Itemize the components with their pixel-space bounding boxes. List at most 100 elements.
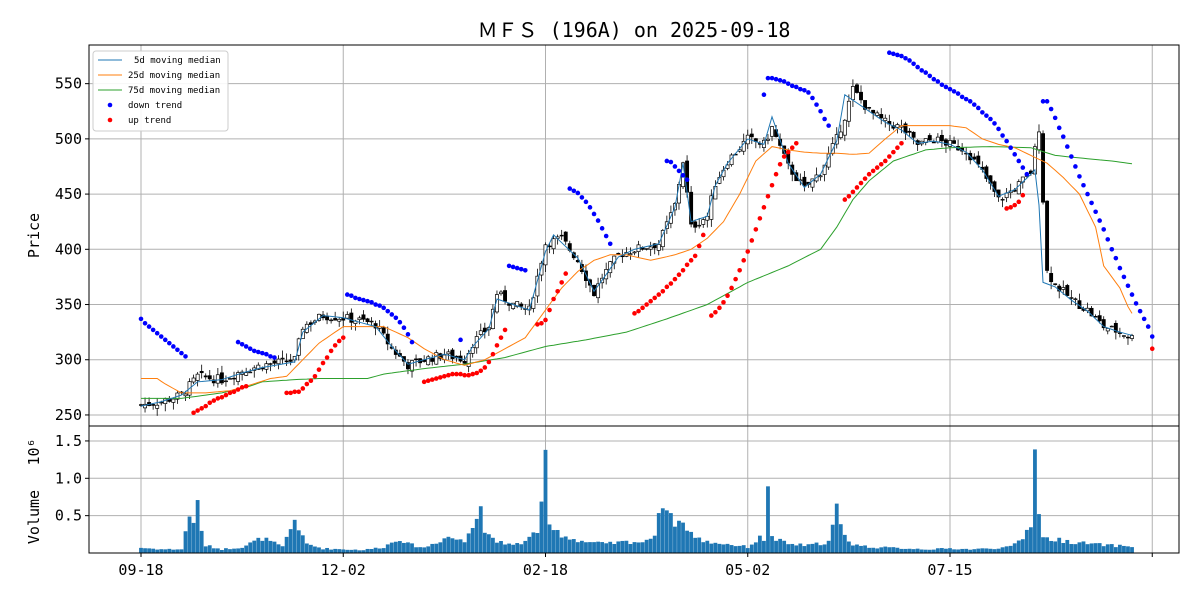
volume-bar [329, 549, 334, 553]
down-trend-marker [777, 78, 783, 83]
down-trend-marker [967, 99, 973, 104]
legend-label-down: down trend [128, 101, 182, 111]
candle-body-up [543, 244, 548, 266]
down-trend-marker [357, 296, 362, 302]
down-trend-marker [935, 79, 941, 84]
down-trend-marker [235, 339, 241, 345]
candle-body-down [232, 377, 236, 380]
volume-bar [175, 549, 180, 553]
volume-bar [163, 549, 168, 553]
volume-bar [948, 548, 952, 553]
volume-bar [604, 543, 609, 553]
down-trend-marker [1125, 283, 1131, 289]
volume-bar [790, 543, 795, 553]
volume-bar [539, 501, 544, 553]
candle-body-up [292, 356, 297, 361]
volume-bar [1053, 541, 1058, 553]
up-trend-marker [660, 288, 666, 294]
down-trend-marker [963, 96, 969, 102]
volume-bar [1069, 544, 1074, 553]
down-trend-marker [518, 266, 524, 272]
up-trend-marker [688, 258, 694, 263]
down-trend-marker [1044, 99, 1050, 104]
down-trend-marker [591, 211, 597, 217]
volume-bar [846, 541, 851, 553]
volume-bar [389, 542, 394, 553]
up-trend-marker [866, 171, 872, 177]
candle-body-up [195, 373, 200, 381]
volume-bar [1012, 543, 1017, 553]
volume-bar [272, 541, 277, 553]
up-trend-marker [235, 387, 241, 392]
down-trend-marker [353, 295, 358, 301]
volume-bar [308, 544, 313, 553]
down-trend-marker [802, 87, 807, 93]
volume-bar [167, 548, 172, 553]
volume-bar [491, 537, 495, 553]
up-trend-marker [223, 392, 229, 398]
volume-bar [681, 522, 685, 553]
candle-body-down [325, 315, 330, 321]
ma25-line [141, 125, 1133, 394]
chart-title: ＭＦＳ (196A) on 2025-09-18 [478, 18, 791, 42]
down-trend-marker [668, 159, 674, 165]
volume-bar [725, 543, 730, 553]
volume-bar [770, 536, 774, 553]
candle-body-down [207, 375, 212, 380]
down-trend-marker [1145, 324, 1151, 329]
volume-bar [195, 500, 200, 553]
candle-body-up [846, 100, 851, 122]
down-trend-marker [680, 173, 686, 178]
down-trend-marker [1093, 209, 1098, 215]
candle-body-up [499, 291, 503, 295]
down-trend-marker [510, 264, 516, 270]
up-trend-marker [292, 389, 298, 395]
down-trend-marker [1097, 218, 1102, 223]
up-trend-marker [211, 398, 217, 403]
legend-box [92, 50, 229, 132]
down-trend-marker [183, 354, 188, 359]
volume-bar [701, 542, 706, 553]
down-trend-marker [826, 123, 831, 128]
down-trend-marker [506, 263, 512, 269]
volume-bar [794, 545, 799, 553]
volume-bar [1008, 545, 1013, 553]
volume-bar [288, 529, 293, 553]
candle-body-down [211, 379, 216, 384]
up-trend-marker [692, 253, 698, 259]
up-trend-marker [729, 285, 734, 291]
legend: 5d moving median 25d moving median 75d m… [92, 50, 229, 132]
volume-bar [377, 548, 382, 553]
up-trend-marker [324, 355, 330, 360]
up-trend-marker [745, 249, 751, 254]
up-trend-marker [793, 140, 799, 146]
candle-body-up [1130, 335, 1134, 339]
candle-body-down [559, 234, 564, 237]
down-trend-marker [603, 233, 609, 239]
up-trend-marker [737, 267, 742, 273]
down-trend-marker [1109, 247, 1115, 252]
up-trend-marker [486, 359, 492, 365]
down-trend-marker [959, 94, 965, 100]
volume-bar [232, 548, 236, 553]
volume-bar [580, 540, 584, 553]
volume-bar [563, 536, 568, 553]
up-trend-marker [300, 386, 306, 391]
volume-bar [260, 540, 265, 553]
volume-y-tick-label: 1.0 [55, 469, 82, 487]
down-trend-marker [1016, 158, 1022, 164]
volume-bar [1130, 547, 1134, 553]
down-trend-marker [773, 76, 779, 82]
volume-bar [608, 541, 613, 553]
up-trend-marker [761, 205, 767, 210]
volume-bar [895, 547, 900, 553]
down-trend-marker [1085, 191, 1090, 197]
up-trend-marker [874, 165, 880, 170]
up-trend-marker [789, 145, 795, 151]
up-trend-marker [219, 394, 225, 400]
volume-bar [1093, 543, 1098, 553]
volume-bar [317, 547, 321, 553]
up-trend-marker [773, 171, 779, 177]
volume-bar [1065, 539, 1070, 553]
up-trend-marker [696, 243, 702, 249]
